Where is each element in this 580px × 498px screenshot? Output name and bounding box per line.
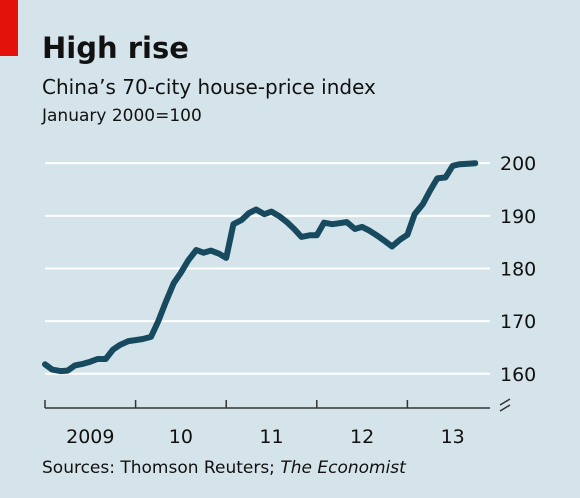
chart-title: High rise [42, 31, 189, 65]
x-tick-label: 2009 [66, 426, 114, 448]
y-tick-label: 200 [500, 153, 536, 175]
x-tick-label: 10 [169, 426, 193, 448]
axis-break [499, 398, 511, 412]
y-tick-label: 170 [500, 311, 536, 333]
plot: 160 170 180 190 200 2009 10 11 12 13 [42, 153, 536, 448]
source-text: Sources: Thomson Reuters; [42, 458, 280, 478]
y-tick-label: 180 [500, 258, 536, 280]
x-tick-label: 12 [350, 426, 374, 448]
x-tick-label: 11 [259, 426, 283, 448]
source-italic: The Economist [280, 458, 407, 478]
red-tag [0, 0, 18, 56]
source: Sources: Thomson Reuters; The Economist [42, 458, 407, 478]
chart-subtitle: China’s 70-city house-price index [42, 75, 376, 99]
data-line [42, 160, 479, 375]
y-tick-label: 190 [500, 206, 536, 228]
y-tick-label: 160 [500, 364, 536, 386]
chart-note: January 2000=100 [41, 106, 202, 126]
x-tick-label: 13 [441, 426, 465, 448]
